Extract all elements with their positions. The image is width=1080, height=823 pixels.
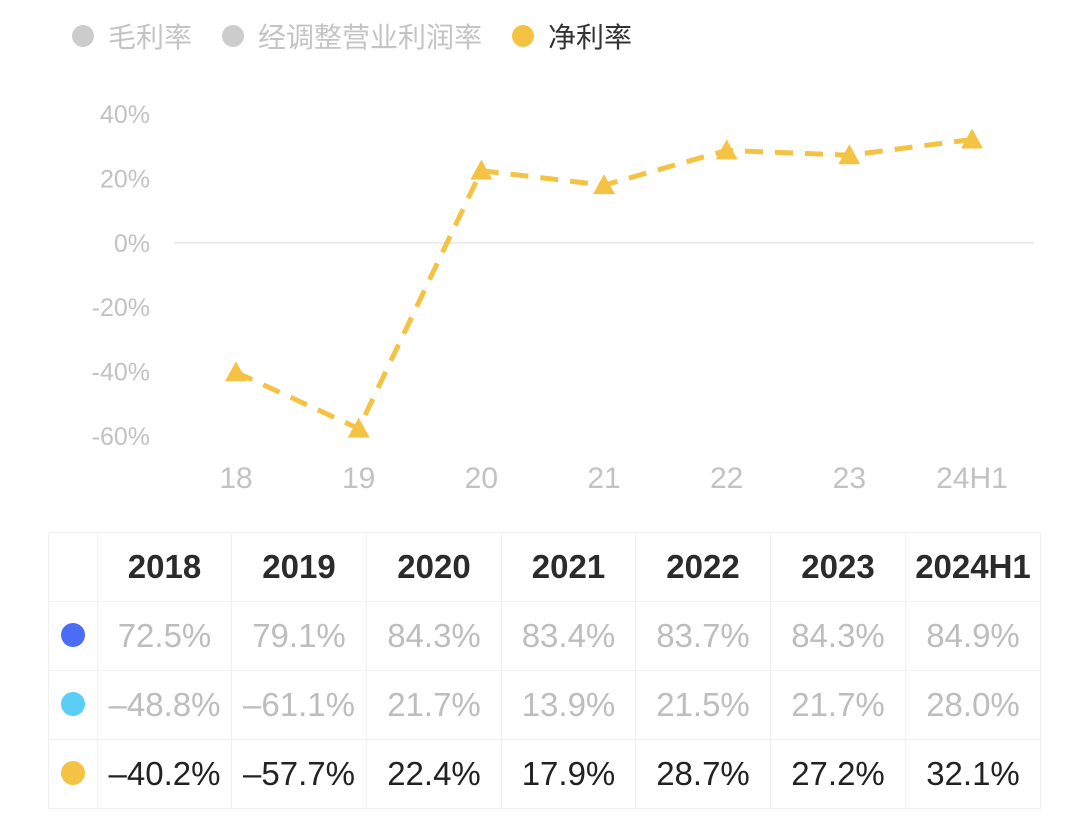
table-header-row: 2018 2019 2020 2021 2022 2023 2024H1	[48, 532, 1041, 602]
table-cell: 21.7%	[770, 670, 906, 740]
data-point-marker[interactable]	[593, 174, 615, 195]
legend-label: 毛利率	[108, 21, 193, 54]
data-point-marker[interactable]	[715, 139, 738, 160]
x-tick-label: 19	[342, 462, 375, 495]
y-tick-label: 0%	[114, 230, 150, 258]
column-header: 2019	[231, 532, 367, 602]
table-cell: 27.2%	[770, 739, 906, 809]
table-cell: 84.3%	[366, 601, 502, 671]
x-tick-label: 24H1	[936, 462, 1008, 495]
column-header: 2024H1	[905, 532, 1041, 602]
table-cell: 13.9%	[501, 670, 636, 740]
row-marker-cell	[48, 670, 98, 740]
legend-label: 净利率	[548, 21, 633, 54]
series-dot-icon	[61, 623, 85, 647]
data-point-marker[interactable]	[961, 128, 983, 149]
table-row: –40.2% –57.7% 22.4% 17.9% 28.7% 27.2% 32.1%	[48, 739, 1041, 809]
data-point-marker[interactable]	[470, 159, 493, 180]
table-cell: 22.4%	[366, 739, 502, 809]
column-header: 2021	[501, 532, 636, 602]
series-dot-icon	[61, 692, 85, 716]
table-cell: 17.9%	[501, 739, 636, 809]
line-chart: 40% 20% 0% -20% -40% -60% 18 19 20 21 22 23 24H1	[92, 101, 1034, 495]
table-corner-cell	[48, 532, 98, 602]
y-tick-label: -60%	[92, 423, 150, 451]
data-table: 2018 2019 2020 2021 2022 2023 2024H1 72.…	[48, 532, 1041, 809]
table-cell: 83.4%	[501, 601, 636, 671]
table-row: 72.5% 79.1% 84.3% 83.4% 83.7% 84.3% 84.9%	[48, 601, 1041, 671]
x-tick-label: 23	[833, 462, 866, 495]
chart-legend: 毛利率 经调整营业利润率 净利率	[72, 14, 662, 58]
legend-dot-icon	[222, 25, 245, 47]
x-tick-label: 21	[587, 462, 620, 495]
table-cell: –57.7%	[231, 739, 367, 809]
column-header: 2018	[97, 532, 232, 602]
table-cell: 21.5%	[635, 670, 771, 740]
x-tick-label: 22	[710, 462, 743, 495]
legend-item-net-margin[interactable]: 净利率	[512, 16, 632, 56]
legend-dot-icon	[72, 25, 94, 47]
table-cell: 79.1%	[231, 601, 367, 671]
data-point-marker[interactable]	[347, 417, 370, 438]
table-cell: –40.2%	[97, 739, 232, 809]
legend-item-gross-margin[interactable]: 毛利率	[72, 16, 192, 56]
column-header: 2022	[635, 532, 771, 602]
table-cell: –61.1%	[231, 670, 367, 740]
y-tick-label: 20%	[100, 165, 150, 193]
legend-item-adjusted-operating-margin[interactable]: 经调整营业利润率	[222, 16, 482, 56]
table-cell: 28.7%	[635, 739, 771, 809]
table-cell: 28.0%	[905, 670, 1041, 740]
table-cell: 84.3%	[770, 601, 906, 671]
x-tick-label: 20	[465, 462, 498, 495]
column-header: 2020	[366, 532, 502, 602]
y-tick-label: -20%	[92, 294, 150, 322]
y-tick-label: 40%	[100, 101, 150, 129]
table-cell: 21.7%	[366, 670, 502, 740]
legend-dot-icon	[512, 25, 535, 47]
table-cell: –48.8%	[97, 670, 232, 740]
table-cell: 32.1%	[905, 739, 1041, 809]
column-header: 2023	[770, 532, 906, 602]
x-tick-label: 18	[219, 462, 252, 495]
data-point-marker[interactable]	[838, 144, 861, 165]
y-tick-label: -40%	[92, 359, 150, 387]
table-cell: 83.7%	[635, 601, 771, 671]
series-dot-icon	[61, 761, 85, 785]
row-marker-cell	[48, 601, 98, 671]
row-marker-cell	[48, 739, 98, 809]
table-cell: 72.5%	[97, 601, 232, 671]
data-point-marker[interactable]	[225, 361, 247, 382]
legend-label: 经调整营业利润率	[258, 21, 483, 54]
table-row: –48.8% –61.1% 21.7% 13.9% 21.5% 21.7% 28.0%	[48, 670, 1041, 740]
table-cell: 84.9%	[905, 601, 1041, 671]
